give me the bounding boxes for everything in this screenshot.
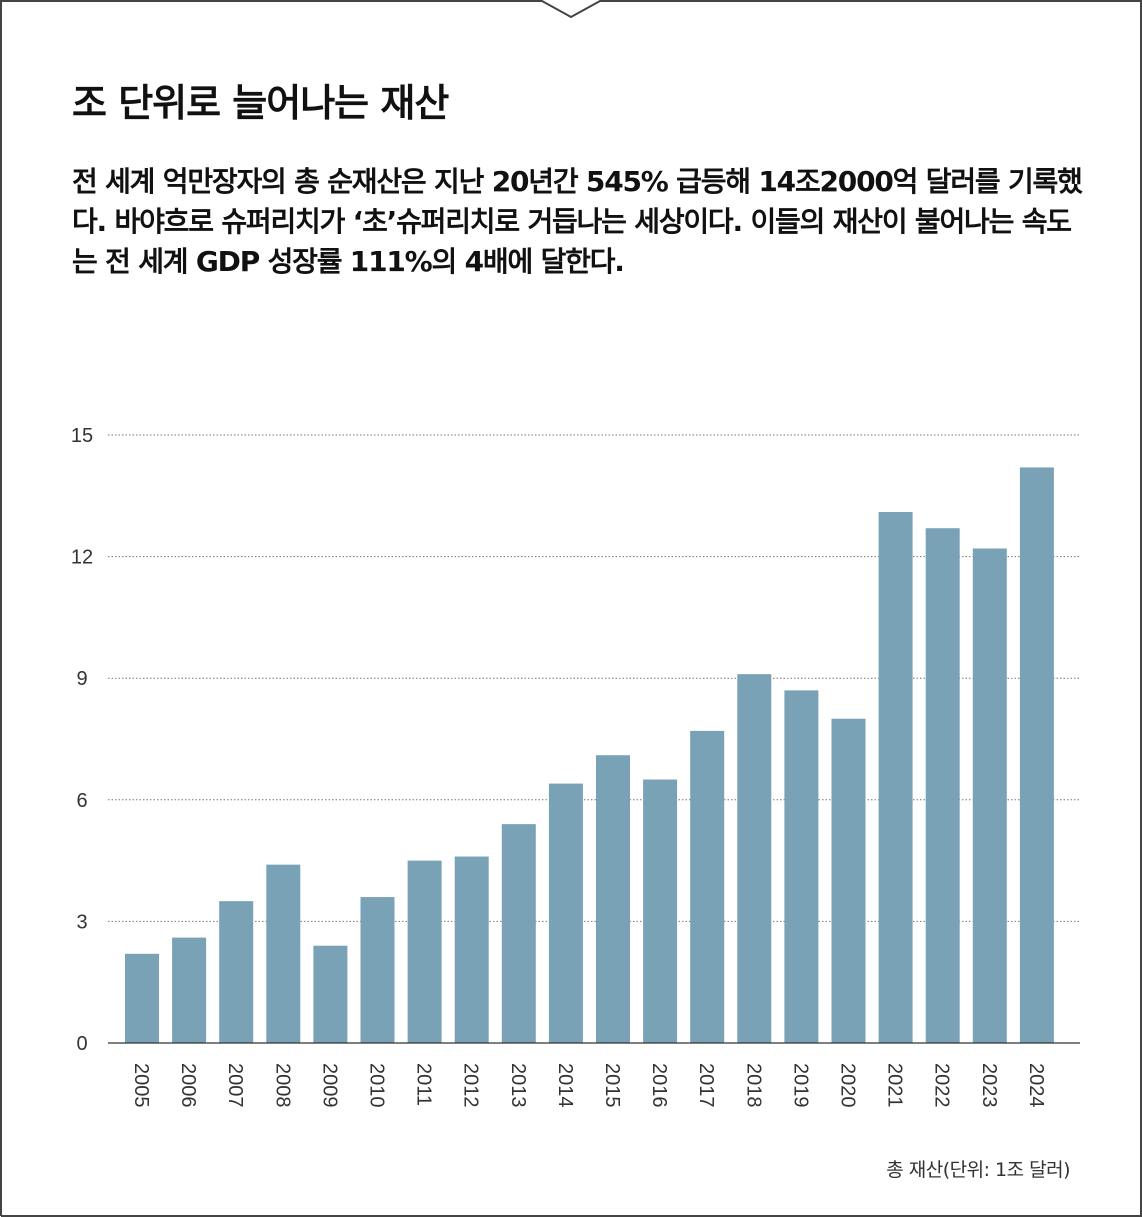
x-tick-label: 2007 [224,1063,246,1108]
x-tick-label: 2019 [789,1063,811,1108]
bar-2020 [831,718,866,1043]
x-tick-label: 2016 [648,1063,670,1108]
x-tick-label: 2015 [601,1063,623,1108]
unit-note: 총 재산(단위: 1조 달러) [886,1159,1070,1181]
x-tick-label: 2021 [884,1063,906,1108]
bar-2015 [596,755,630,1043]
y-tick-label: 15 [71,425,93,447]
bar-2005 [125,953,159,1043]
y-tick-label: 12 [71,547,93,569]
x-tick-label: 2005 [130,1063,152,1108]
x-tick-label: 2017 [695,1063,717,1108]
bar-2013 [501,824,536,1043]
bar-2023 [972,548,1007,1043]
bar-2010 [360,897,395,1043]
x-tick-label: 2023 [978,1063,1000,1108]
y-tick-label: 3 [76,911,87,933]
x-tick-label: 2009 [318,1063,340,1108]
bar-2017 [690,730,725,1043]
bar-2011 [407,860,442,1043]
bar-2009 [313,945,348,1043]
bar-2006 [172,937,207,1043]
x-tick-label: 2012 [460,1063,482,1108]
chart-description: 전 세계 억만장자의 총 순재산은 지난 20년간 545% 급등해 14조20… [72,165,1083,278]
bar-2016 [643,779,678,1043]
bar-2024 [1019,467,1054,1044]
bar-2007 [219,901,254,1043]
x-tick-label: 2024 [1025,1063,1047,1108]
bar-2019 [784,690,819,1043]
x-tick-label: 2014 [554,1063,576,1108]
bar-2012 [454,856,489,1043]
x-tick-label: 2013 [507,1063,529,1108]
x-tick-label: 2011 [413,1063,435,1106]
x-tick-label: 2020 [837,1063,859,1108]
x-tick-label: 2022 [931,1063,953,1108]
x-tick-label: 2010 [366,1063,388,1108]
bar-2018 [737,674,772,1043]
y-tick-label: 6 [76,790,87,812]
x-tick-label: 2018 [742,1063,764,1108]
x-tick-label: 2008 [271,1063,293,1108]
y-tick-label: 0 [76,1033,87,1055]
chart-title: 조 단위로 늘어나는 재산 [72,81,449,125]
bar-2014 [548,783,583,1043]
x-tick-label: 2006 [177,1063,199,1108]
y-tick-label: 9 [76,668,87,690]
bar-2022 [925,528,960,1043]
bar-2021 [878,512,913,1043]
bar-2008 [266,864,301,1043]
